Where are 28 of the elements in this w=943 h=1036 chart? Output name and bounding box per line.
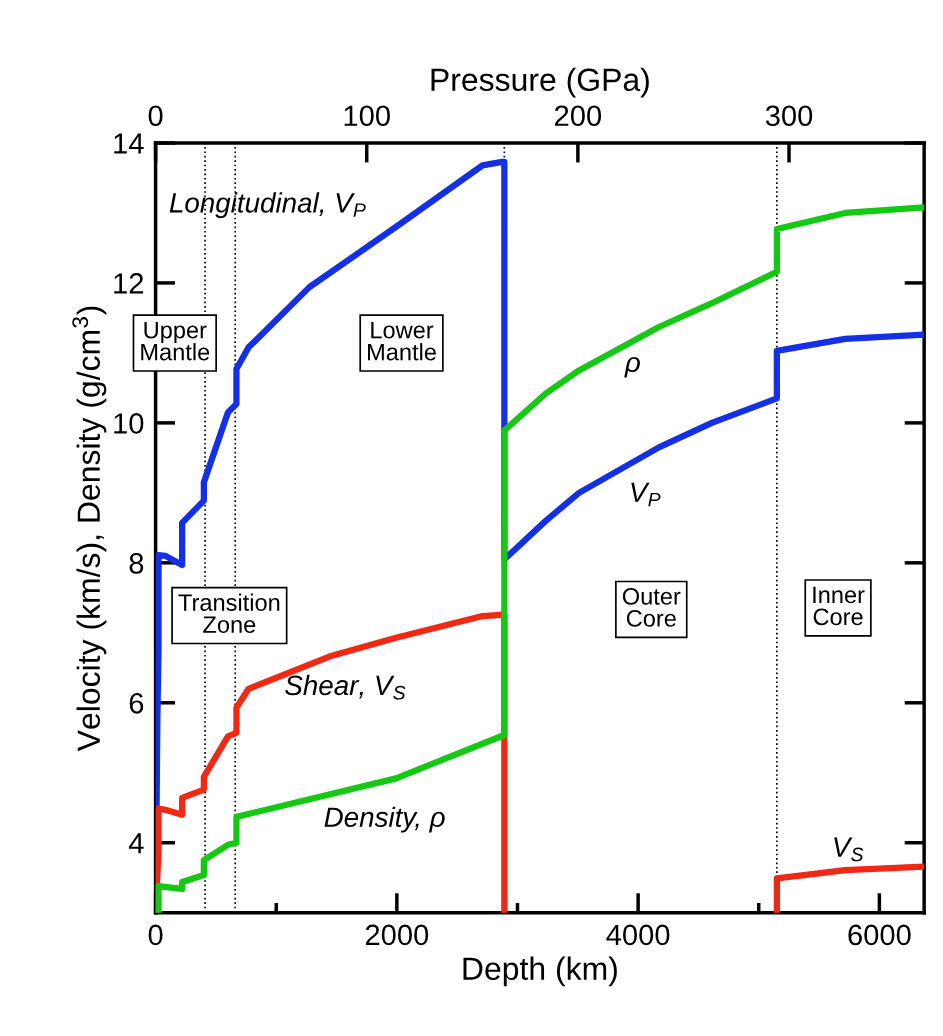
y-tick-label: 12	[114, 273, 144, 294]
annotation: Density, ρ	[324, 806, 445, 833]
y-tick-label: 8	[129, 553, 144, 574]
annotation: Outer Core	[622, 588, 681, 627]
annotation: ρ	[624, 356, 640, 378]
x-tick-label: 6000	[848, 924, 911, 946]
x-axis-title: Depth (km)	[463, 956, 617, 987]
x2-tick-label: 300	[765, 105, 813, 127]
y-tick-label: 6	[129, 692, 144, 714]
annotation: Shear, V$_{S}$	[285, 674, 406, 700]
x2-tick-label: 0	[148, 105, 163, 127]
annotation: V$_{S}$	[834, 837, 864, 862]
annotation: Upper Mantle	[141, 321, 210, 361]
x-tick-label: 4000	[606, 924, 670, 946]
x-tick-label: 0	[148, 924, 163, 946]
y-tick-label: 4	[128, 833, 144, 854]
annotation: Transition Zone	[178, 593, 280, 633]
y-tick-label: 14	[114, 133, 144, 154]
x2-tick-label: 200	[555, 105, 602, 127]
annotation: Lower Mantle	[368, 321, 436, 361]
x2-axis-title: Pressure (GPa)	[431, 67, 649, 98]
y-axis-title: Velocity (km/s), Density (g/cm$^{3}$)	[72, 306, 107, 752]
annotation: Longitudinal, V$_{P}$	[169, 192, 366, 219]
x-tick-label: 2000	[365, 924, 429, 946]
x2-tick-label: 100	[344, 105, 390, 127]
annotation: Inner Core	[813, 586, 865, 626]
annotation: V$_{P}$	[631, 482, 661, 507]
y-tick-label: 10	[114, 413, 144, 434]
